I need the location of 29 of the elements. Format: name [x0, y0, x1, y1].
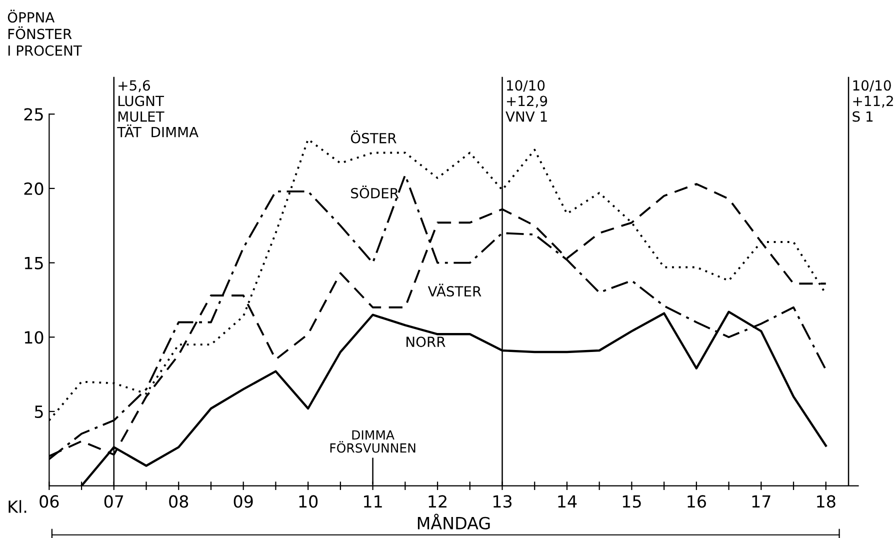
x-tick-label: 13 [493, 495, 512, 508]
series-label: VÄSTER [428, 284, 482, 297]
text: Kl. [8, 500, 26, 513]
y-tick-label: 20 [24, 182, 44, 196]
x-tick-label: 12 [428, 495, 446, 508]
x-tick-label: 10 [299, 495, 318, 508]
y-tick-label: 15 [24, 256, 43, 270]
x-tick-label: 15 [622, 495, 641, 508]
x-tick-label: 07 [104, 495, 124, 508]
series-label: ÖSTER [350, 130, 396, 144]
x-tick-label: 16 [688, 495, 706, 508]
y-tick-label: 10 [24, 331, 44, 344]
series-label: SÖDER [351, 186, 399, 198]
y-axis-title: ÖPPNA FÖNSTER I PROCENT [8, 10, 82, 56]
ref-line-label: 10/10 +11,2 S 1 [852, 80, 893, 122]
x-tick-label: 17 [752, 495, 770, 508]
x-tick-label: 11 [364, 495, 382, 508]
x-axis-title: MÅNDAG [418, 514, 490, 530]
x-tick-label: 09 [234, 495, 253, 508]
x-tick-label: 06 [40, 495, 59, 508]
y-tick-label: 25 [24, 108, 43, 121]
ref-line-label: 10/10 +12,9 VNV 1 [506, 80, 548, 122]
x-tick-label: 14 [558, 495, 577, 508]
x-tick-label: 08 [169, 495, 188, 508]
series-label: NORR [406, 336, 446, 348]
x-tick-label: 18 [817, 495, 836, 508]
annotation: DIMMA FÖRSVUNNEN [330, 430, 416, 453]
ref-line-label: +5,6 LUGNT MULET TÄT DIMMA [117, 80, 198, 138]
y-tick-label: 5 [34, 406, 43, 418]
